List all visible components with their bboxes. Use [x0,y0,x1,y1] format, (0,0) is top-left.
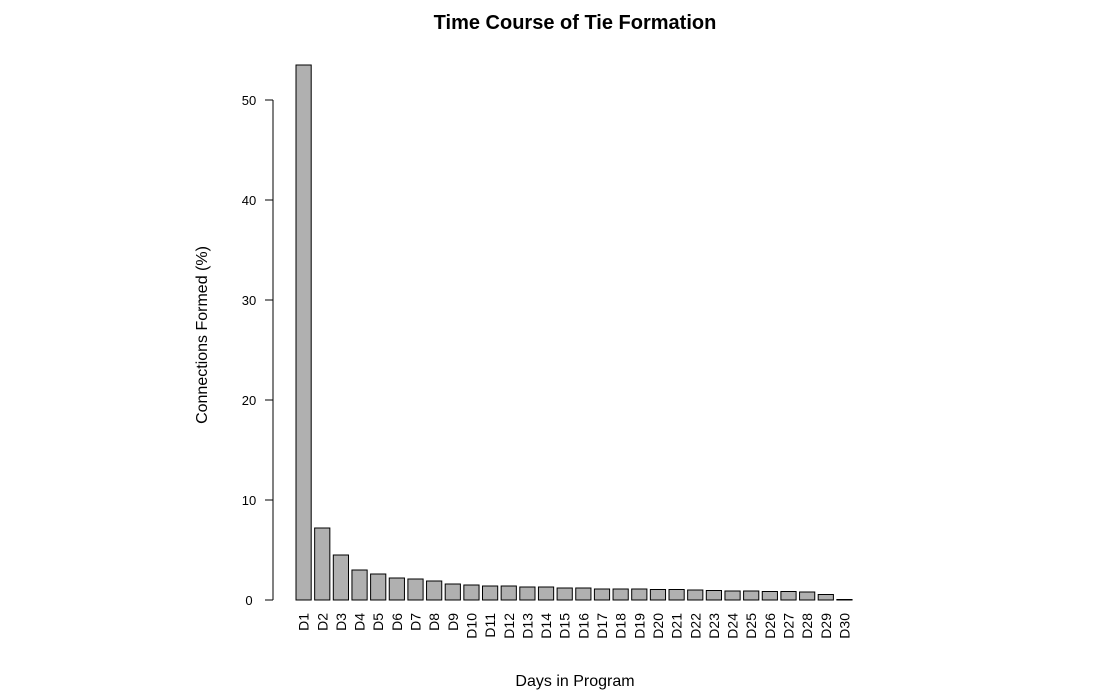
x-tick-label-d3: D3 [333,613,349,631]
x-tick-label-d22: D22 [687,613,703,639]
x-tick-label-d29: D29 [818,613,834,639]
x-axis-labels: D1 D2 D3 D4 D5 D6 D7 D8 D9 D10 D11 D12 D13 D14 D15 D16 D… [296,613,853,639]
x-tick-label-d10: D10 [463,613,479,639]
x-tick-label-d19: D19 [631,613,647,639]
bar-d29 [817,594,834,601]
bar-d7 [407,578,424,601]
x-tick-label-d8: D8 [426,613,442,631]
x-tick-label-d16: D16 [575,613,591,639]
bar-d21 [668,589,685,601]
y-tick-label: 0 [245,593,252,608]
x-tick-label-d20: D20 [650,613,666,639]
x-tick-label-d1: D1 [296,613,312,631]
x-tick-label-d26: D26 [762,613,778,639]
x-tick-label-d11: D11 [482,613,498,638]
x-tick-label-d6: D6 [389,613,405,631]
x-tick-label-d12: D12 [501,613,517,639]
x-tick-label-d2: D2 [314,613,330,631]
x-tick-label-d9: D9 [445,613,461,631]
bar-d18 [612,588,629,601]
bar-d12 [500,585,517,601]
y-tick-label: 50 [242,93,256,108]
x-tick-label-d21: D21 [669,613,685,639]
bar-d19 [631,588,648,601]
bar-d13 [519,586,536,601]
x-tick-label-d5: D5 [370,613,386,631]
x-tick-label-d24: D24 [725,613,741,639]
bar-d14 [537,586,555,601]
bar-d28 [799,591,816,601]
bar-d11 [482,585,499,601]
bar-d10 [463,584,480,601]
x-tick-label-d23: D23 [706,613,722,639]
y-axis: 0 10 20 30 40 50 [242,93,274,608]
y-axis-label: Connections Formed (%) [194,246,211,424]
bar-d16 [575,587,592,601]
bar-d30 [836,599,853,601]
x-tick-label-d14: D14 [538,613,554,639]
x-tick-label-d7: D7 [408,613,424,631]
x-tick-label-d28: D28 [799,613,815,639]
x-tick-label-d15: D15 [557,613,573,639]
bar-d4 [351,569,368,601]
bar-d8 [426,580,443,601]
bar-d6 [388,577,405,601]
x-tick-label-d17: D17 [594,613,610,639]
chart-title: Time Course of Tie Formation [434,12,717,34]
bar-d27 [780,591,797,601]
bar-d3 [332,554,349,601]
y-tick-label: 10 [242,493,256,508]
x-axis-label: Days in Program [515,673,634,690]
y-tick-label: 40 [242,193,256,208]
bar-d24 [724,590,741,601]
bars [295,64,853,601]
bar-d1 [295,64,312,601]
x-tick-label-d25: D25 [743,613,759,639]
bar-d9 [444,583,461,601]
bar-d17 [593,588,611,601]
y-tick-label: 30 [242,293,256,308]
bar-d15 [556,587,573,601]
x-tick-label-d4: D4 [352,613,368,631]
bar-d2 [314,527,331,601]
x-tick-label-d13: D13 [519,613,535,639]
bar-d20 [649,589,667,601]
bar-d25 [743,590,760,601]
x-tick-label-d30: D30 [836,613,852,639]
bar-d5 [370,573,387,601]
x-tick-label-d27: D27 [781,613,797,639]
bar-d22 [687,589,704,601]
bar-d26 [761,591,778,601]
bar-d23 [705,590,722,601]
y-tick-label: 20 [242,393,256,408]
x-tick-label-d18: D18 [613,613,629,639]
